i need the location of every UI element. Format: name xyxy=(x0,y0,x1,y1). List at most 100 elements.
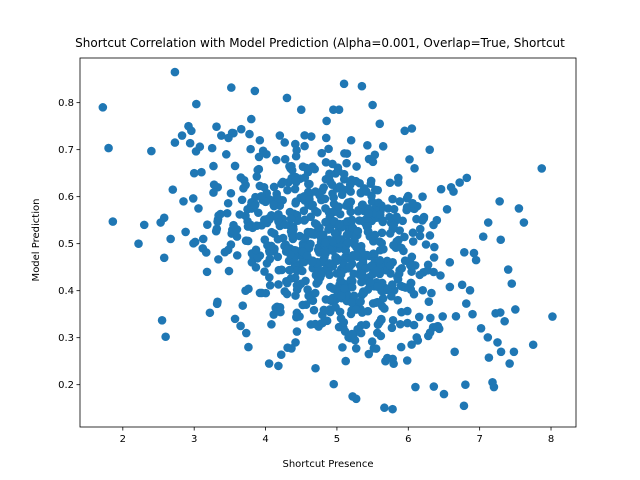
data-point xyxy=(212,122,221,131)
data-point xyxy=(363,306,373,316)
data-point xyxy=(161,332,170,342)
data-point xyxy=(425,328,435,337)
data-point xyxy=(445,258,455,267)
y-axis-ticks: 0.2 0.3 0.4 0.5 0.6 0.7 0.8 xyxy=(58,98,80,391)
x-tick-label: 6 xyxy=(405,434,411,445)
data-point xyxy=(220,247,230,257)
data-point xyxy=(245,129,254,139)
data-point xyxy=(181,227,190,237)
data-point xyxy=(293,216,303,225)
x-tick-label: 8 xyxy=(548,434,554,445)
y-tick-label: 0.4 xyxy=(58,286,74,297)
data-point xyxy=(252,172,262,181)
data-point xyxy=(450,347,459,357)
data-point xyxy=(292,327,302,336)
y-tick-label: 0.2 xyxy=(58,380,74,391)
data-point xyxy=(264,359,274,368)
data-point xyxy=(232,251,242,260)
data-point xyxy=(356,297,365,306)
data-point xyxy=(429,382,439,391)
data-point xyxy=(357,269,367,279)
data-point xyxy=(309,305,319,315)
data-point xyxy=(388,404,397,414)
data-point xyxy=(246,114,256,124)
data-point xyxy=(257,288,267,298)
data-point xyxy=(216,209,225,219)
data-point xyxy=(351,305,361,314)
data-point xyxy=(166,234,175,244)
data-point xyxy=(368,157,378,167)
data-point xyxy=(451,312,461,321)
data-point xyxy=(212,299,222,309)
y-tick-label: 0.3 xyxy=(58,333,74,344)
data-point xyxy=(179,197,188,206)
data-point xyxy=(353,226,363,236)
data-point xyxy=(351,344,361,353)
x-tick-label: 5 xyxy=(334,434,340,445)
data-point xyxy=(461,380,470,389)
data-point xyxy=(300,131,309,140)
data-point xyxy=(327,236,337,246)
data-point xyxy=(223,198,233,208)
data-point xyxy=(341,356,351,366)
data-point xyxy=(254,152,264,162)
data-point xyxy=(398,216,407,226)
data-point xyxy=(185,138,195,148)
data-point xyxy=(425,145,435,154)
data-point xyxy=(134,239,143,248)
data-point xyxy=(255,135,265,145)
data-point xyxy=(236,321,245,331)
data-point xyxy=(324,144,333,154)
data-point xyxy=(429,253,439,262)
data-point xyxy=(491,309,500,318)
data-point xyxy=(388,194,397,204)
data-point xyxy=(243,222,253,231)
data-point xyxy=(434,324,444,334)
data-point xyxy=(317,148,327,158)
data-point xyxy=(227,83,236,92)
data-point xyxy=(388,354,397,364)
data-point xyxy=(265,281,275,290)
data-point xyxy=(207,143,217,153)
data-point xyxy=(418,285,428,295)
data-point xyxy=(222,208,232,218)
data-point xyxy=(253,252,263,262)
data-point xyxy=(255,181,265,191)
data-point xyxy=(205,308,215,318)
data-point xyxy=(442,204,452,214)
data-point xyxy=(299,206,309,216)
data-point xyxy=(361,320,371,330)
data-point xyxy=(213,217,222,226)
data-point xyxy=(321,133,331,143)
data-point xyxy=(310,288,320,298)
data-point xyxy=(236,124,246,134)
data-point xyxy=(388,315,398,325)
data-point xyxy=(392,212,401,222)
data-point xyxy=(168,185,178,194)
data-point xyxy=(324,259,334,268)
data-point xyxy=(345,262,354,271)
data-point xyxy=(307,257,317,267)
data-point xyxy=(250,201,260,210)
data-point xyxy=(197,167,206,177)
data-point xyxy=(449,187,458,196)
data-point xyxy=(283,343,292,352)
data-point xyxy=(299,257,309,267)
data-point xyxy=(273,252,283,262)
data-point xyxy=(421,240,431,249)
data-point xyxy=(201,248,211,257)
data-point xyxy=(363,285,373,294)
data-point xyxy=(229,220,238,230)
data-point xyxy=(303,285,312,294)
data-point xyxy=(328,159,337,169)
data-point xyxy=(222,150,231,159)
data-point xyxy=(321,158,331,167)
data-point xyxy=(396,342,406,352)
data-point xyxy=(379,244,388,254)
data-point xyxy=(380,403,389,413)
data-point xyxy=(246,144,255,154)
data-point xyxy=(157,316,167,325)
data-point xyxy=(410,164,419,173)
data-point xyxy=(260,235,270,244)
